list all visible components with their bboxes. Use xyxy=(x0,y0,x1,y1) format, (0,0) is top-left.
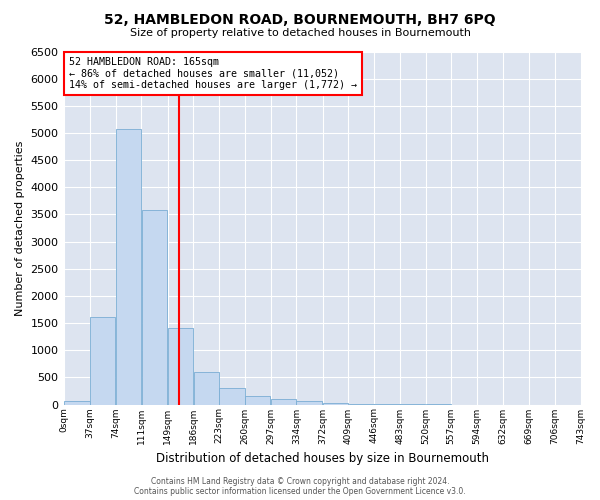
Bar xyxy=(296,402,322,404)
Text: 52 HAMBLEDON ROAD: 165sqm
← 86% of detached houses are smaller (11,052)
14% of s: 52 HAMBLEDON ROAD: 165sqm ← 86% of detac… xyxy=(70,57,358,90)
Bar xyxy=(271,398,296,404)
Bar xyxy=(90,316,115,404)
Text: 52, HAMBLEDON ROAD, BOURNEMOUTH, BH7 6PQ: 52, HAMBLEDON ROAD, BOURNEMOUTH, BH7 6PQ xyxy=(104,12,496,26)
Bar xyxy=(64,400,90,404)
Bar xyxy=(220,388,245,404)
Bar xyxy=(168,328,193,404)
Text: Size of property relative to detached houses in Bournemouth: Size of property relative to detached ho… xyxy=(130,28,470,38)
Bar xyxy=(194,372,219,404)
Bar xyxy=(245,396,271,404)
Bar xyxy=(142,210,167,404)
X-axis label: Distribution of detached houses by size in Bournemouth: Distribution of detached houses by size … xyxy=(156,452,489,465)
Y-axis label: Number of detached properties: Number of detached properties xyxy=(15,140,25,316)
Bar xyxy=(116,128,141,404)
Text: Contains HM Land Registry data © Crown copyright and database right 2024.
Contai: Contains HM Land Registry data © Crown c… xyxy=(134,476,466,496)
Bar xyxy=(323,403,348,404)
